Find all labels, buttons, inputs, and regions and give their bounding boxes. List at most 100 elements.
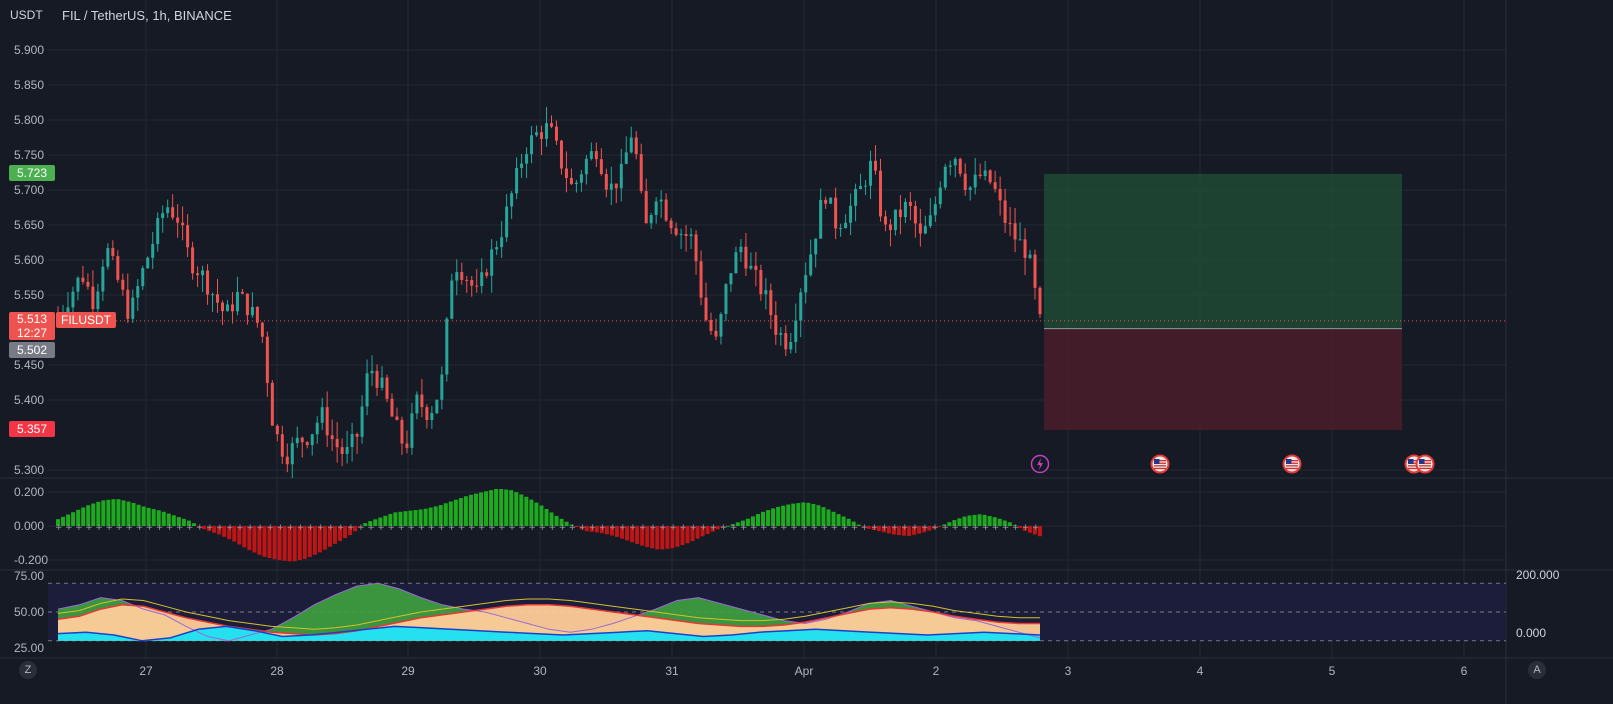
osc-bar [413, 510, 418, 526]
candle-body [574, 182, 578, 185]
candle-body [216, 294, 220, 303]
osc-bar [1012, 524, 1017, 526]
osc-bar [96, 501, 101, 526]
zero-cross-mark: + [720, 523, 728, 533]
candle-body [893, 209, 897, 231]
osc-bar [660, 526, 665, 550]
candle-body [530, 135, 534, 155]
us-flag-icon[interactable] [1150, 454, 1170, 474]
zero-cross-mark: + [236, 523, 244, 533]
osc-bar [851, 521, 856, 526]
zero-cross-mark: + [75, 523, 83, 533]
osc-bar [212, 526, 217, 533]
osc-bar [942, 524, 947, 526]
candle-body [779, 333, 783, 335]
osc-tick-label: 0.200 [14, 485, 44, 499]
right-scale-bottom-label: 0.000 [1516, 626, 1547, 640]
osc-bar [247, 526, 252, 551]
candle-body [126, 289, 130, 319]
zero-cross-mark: + [206, 523, 214, 533]
economic-events[interactable] [1030, 454, 1435, 474]
osc-bar [544, 508, 549, 526]
osc-bar [907, 526, 912, 536]
candle-body [230, 304, 234, 312]
osc-bar [106, 499, 111, 526]
flag-stripe [1286, 460, 1298, 462]
osc-bar [791, 503, 796, 526]
candle-body [440, 374, 444, 400]
zero-cross-mark: + [629, 523, 637, 533]
lightning-icon[interactable] [1030, 454, 1050, 474]
osc-bar [81, 507, 86, 526]
price-tick-label: 5.550 [14, 288, 44, 302]
candle-body [500, 237, 504, 248]
candle-body [166, 207, 170, 214]
osc-bar [645, 526, 650, 548]
osc-bar [76, 509, 81, 526]
time-tick-label: Apr [795, 664, 814, 678]
candle-body [535, 132, 539, 136]
zero-cross-mark: + [750, 523, 758, 533]
flag-stripe [1286, 465, 1298, 467]
osc-bar [962, 516, 967, 526]
candle-body [540, 132, 544, 139]
us-flag-icon[interactable] [1415, 454, 1435, 474]
candle-body [694, 234, 698, 262]
time-tick-label: 6 [1461, 664, 1468, 678]
zero-cross-mark: + [810, 523, 818, 533]
zero-cross-mark: + [508, 523, 516, 533]
zero-cross-mark: + [317, 523, 325, 533]
flag-stripe [1419, 462, 1431, 464]
osc-bar [725, 525, 730, 527]
auto-scale-button[interactable]: A [1528, 661, 1546, 679]
timezone-button[interactable]: Z [19, 661, 37, 679]
osc-bar [700, 526, 705, 537]
osc-bar [579, 526, 584, 530]
osc-bar [277, 526, 282, 561]
osc-bar [343, 526, 348, 539]
time-tick-label: 28 [270, 664, 284, 678]
osc-bar [690, 526, 695, 542]
candle-body [629, 137, 633, 153]
candle-body [963, 173, 967, 190]
osc-bar [514, 492, 519, 526]
price-tick-label: 5.400 [14, 393, 44, 407]
candle-body [455, 272, 459, 281]
candle-body [594, 151, 598, 160]
zero-cross-mark: + [851, 523, 859, 533]
candle-body [475, 285, 479, 287]
osc-bar [987, 516, 992, 526]
candle-body [315, 422, 319, 435]
osc-bar [156, 510, 161, 526]
osc-bar [151, 509, 156, 526]
zero-cross-mark: + [559, 523, 567, 533]
zero-cross-mark: + [1012, 523, 1020, 533]
osc-bar [912, 526, 917, 535]
candle-body [91, 286, 95, 310]
osc-bar [685, 526, 690, 544]
zero-cross-mark: + [146, 523, 154, 533]
osc-bar [705, 526, 710, 535]
zero-cross-mark: + [176, 523, 184, 533]
zero-cross-mark: + [307, 523, 315, 533]
osc-bar [312, 526, 317, 555]
long-position-tool[interactable] [48, 173, 1506, 431]
zero-cross-mark: + [730, 523, 738, 533]
candle-body [1008, 222, 1012, 224]
osc-bar [937, 526, 942, 527]
osc-bar [197, 526, 202, 527]
zero-cross-mark: + [478, 523, 486, 533]
osc-bar [640, 526, 645, 546]
candle-body [774, 315, 778, 335]
us-flag-icon[interactable] [1282, 454, 1302, 474]
candle-body [245, 293, 249, 316]
osc-bar [740, 520, 745, 526]
zero-cross-mark: + [589, 523, 597, 533]
candle-body [943, 166, 947, 188]
zero-cross-mark: + [579, 523, 587, 533]
symbol-title[interactable]: FIL / TetherUS, 1h, BINANCE [62, 8, 232, 23]
osc-bar [116, 499, 121, 526]
candle-body [824, 199, 828, 204]
osc-bar [786, 504, 791, 526]
